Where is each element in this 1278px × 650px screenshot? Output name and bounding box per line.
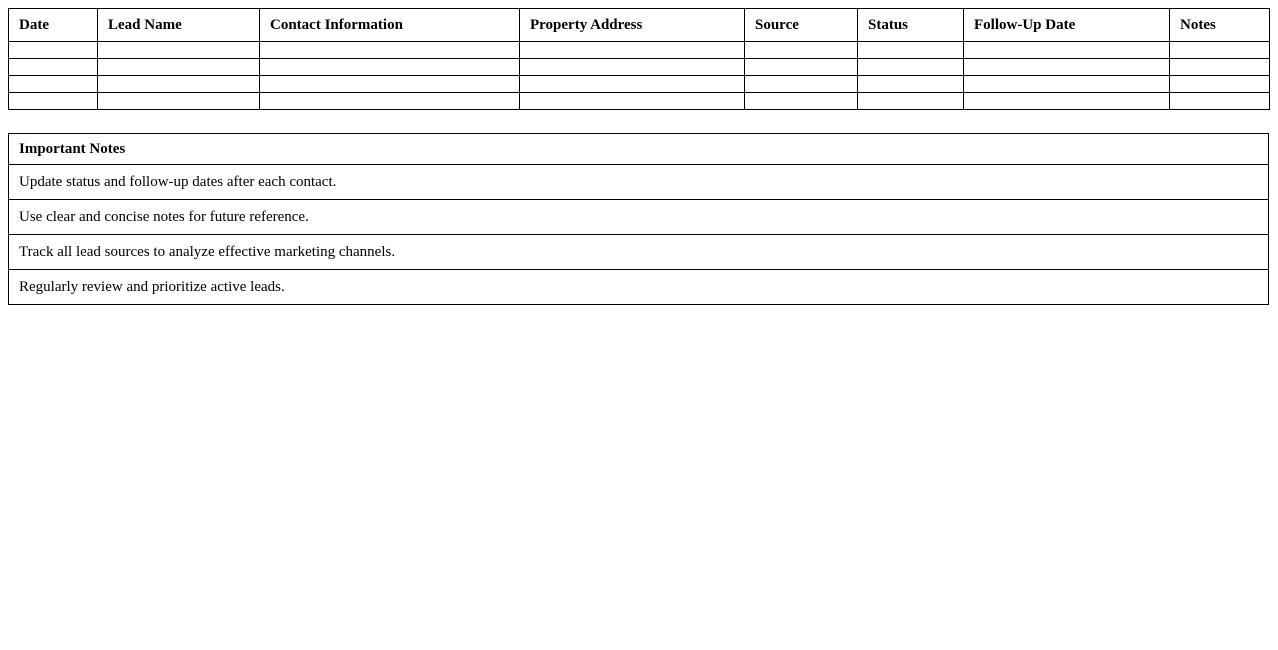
empty-cell	[1169, 58, 1270, 76]
empty-cell	[519, 92, 745, 110]
column-header-follow-up-date: Follow-Up Date	[963, 8, 1170, 42]
table-row	[8, 92, 1270, 110]
column-header-property-address: Property Address	[519, 8, 745, 42]
column-header-source: Source	[744, 8, 858, 42]
column-header-lead-name: Lead Name	[97, 8, 260, 42]
empty-cell	[744, 75, 858, 93]
note-item: Regularly review and prioritize active l…	[8, 269, 1269, 305]
notes-header-row: Important Notes	[8, 133, 1269, 165]
column-header-contact-information: Contact Information	[259, 8, 520, 42]
empty-cell	[744, 41, 858, 59]
empty-cell	[963, 92, 1170, 110]
empty-cell	[97, 92, 260, 110]
empty-cell	[963, 41, 1170, 59]
empty-cell	[8, 41, 98, 59]
table-row: Use clear and concise notes for future r…	[8, 199, 1269, 235]
note-item: Update status and follow-up dates after …	[8, 164, 1269, 200]
empty-cell	[8, 58, 98, 76]
empty-cell	[857, 58, 964, 76]
empty-cell	[857, 75, 964, 93]
table-row	[8, 58, 1270, 76]
empty-cell	[97, 58, 260, 76]
notes-title: Important Notes	[8, 133, 1269, 165]
important-notes-table: Important Notes Update status and follow…	[8, 133, 1269, 305]
empty-cell	[259, 41, 520, 59]
empty-cell	[259, 75, 520, 93]
empty-cell	[744, 58, 858, 76]
empty-cell	[519, 41, 745, 59]
empty-cell	[1169, 41, 1270, 59]
table-row	[8, 75, 1270, 93]
column-header-date: Date	[8, 8, 98, 42]
empty-cell	[8, 75, 98, 93]
empty-cell	[259, 58, 520, 76]
column-header-status: Status	[857, 8, 964, 42]
table-row: Update status and follow-up dates after …	[8, 164, 1269, 200]
empty-cell	[1169, 92, 1270, 110]
empty-cell	[8, 92, 98, 110]
empty-cell	[857, 41, 964, 59]
empty-cell	[963, 58, 1170, 76]
empty-cell	[1169, 75, 1270, 93]
empty-cell	[519, 58, 745, 76]
empty-cell	[857, 92, 964, 110]
empty-cell	[97, 75, 260, 93]
table-row: Track all lead sources to analyze effect…	[8, 234, 1269, 270]
note-item: Track all lead sources to analyze effect…	[8, 234, 1269, 270]
empty-cell	[97, 41, 260, 59]
note-item: Use clear and concise notes for future r…	[8, 199, 1269, 235]
empty-cell	[259, 92, 520, 110]
empty-cell	[519, 75, 745, 93]
table-row	[8, 41, 1270, 59]
column-header-notes: Notes	[1169, 8, 1270, 42]
empty-cell	[744, 92, 858, 110]
empty-cell	[963, 75, 1170, 93]
table-row: Regularly review and prioritize active l…	[8, 269, 1269, 305]
lead-tracking-table: Date Lead Name Contact Information Prope…	[8, 8, 1270, 110]
lead-table-header-row: Date Lead Name Contact Information Prope…	[8, 8, 1270, 42]
